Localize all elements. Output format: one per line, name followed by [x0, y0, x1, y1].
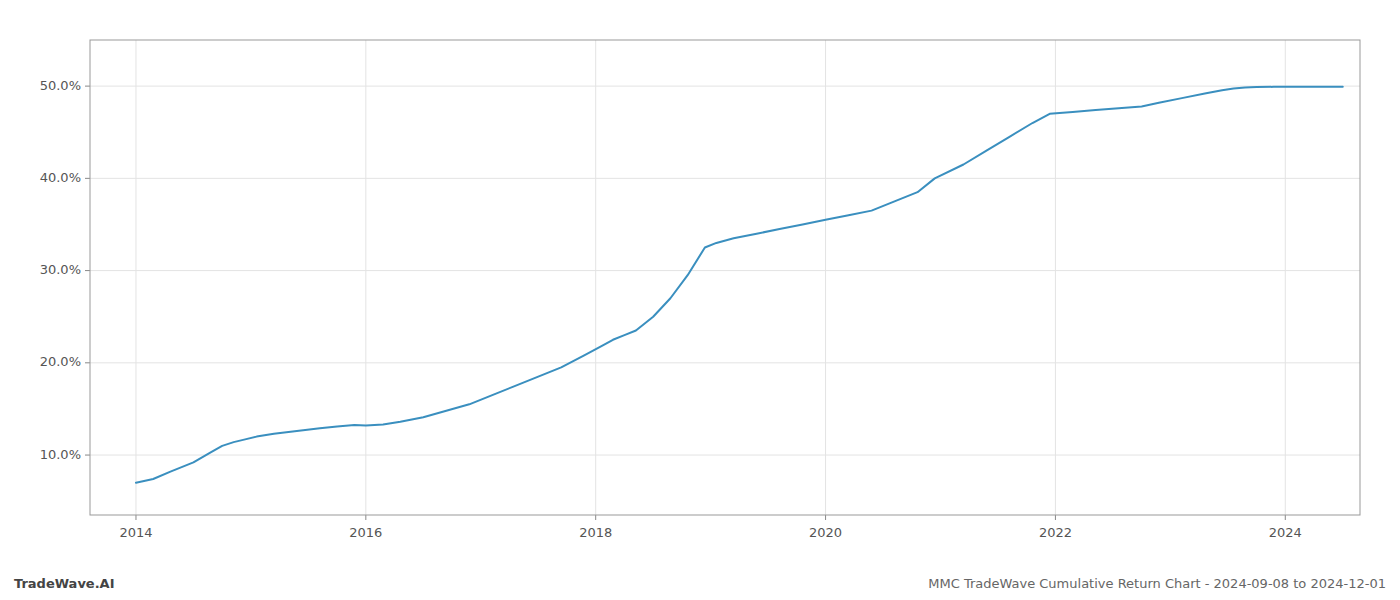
x-tick [365, 515, 366, 520]
axes: 10.0% 20.0% 30.0% 40.0% 50.0% 2014 2016 2018 202… [40, 40, 1360, 540]
x-grid-line [595, 40, 596, 515]
y-tick-label: 50.0% [40, 78, 81, 93]
y-tick-label: 40.0% [40, 170, 81, 185]
watermark: TradeWave.AI [14, 576, 115, 591]
x-tick [1285, 515, 1286, 520]
x-tick-label: 2022 [1039, 525, 1072, 540]
y-grid-line [90, 362, 1360, 363]
grid [90, 40, 1360, 515]
x-grid-line [135, 40, 136, 515]
x-tick-label: 2016 [349, 525, 382, 540]
y-tick-label: 30.0% [40, 262, 81, 277]
y-tick [85, 86, 90, 87]
y-tick [85, 362, 90, 363]
y-tick [85, 178, 90, 179]
x-tick-label: 2020 [809, 525, 842, 540]
background [0, 0, 1400, 600]
series-group [136, 87, 1343, 483]
y-tick-label: 10.0% [40, 447, 81, 462]
x-grid-line [1285, 40, 1286, 515]
title: MMC TradeWave Cumulative Return Chart - … [928, 576, 1386, 591]
y-grid-line [90, 455, 1360, 456]
x-tick-label: 2024 [1269, 525, 1302, 540]
y-grid-line [90, 270, 1360, 271]
x-grid-line [365, 40, 366, 515]
chart-svg: 10.0% 20.0% 30.0% 40.0% 50.0% 2014 2016 2018 202… [0, 0, 1400, 600]
x-tick [825, 515, 826, 520]
x-tick [595, 515, 596, 520]
y-grid-line [90, 86, 1360, 87]
x-grid-line [1055, 40, 1056, 515]
plot-frame [90, 40, 1360, 515]
y-tick-label: 20.0% [40, 354, 81, 369]
x-tick [1055, 515, 1056, 520]
chart-container: 10.0% 20.0% 30.0% 40.0% 50.0% 2014 2016 2018 202… [0, 0, 1400, 600]
x-tick-label: 2018 [579, 525, 612, 540]
line [136, 87, 1343, 483]
x-tick [135, 515, 136, 520]
y-tick [85, 455, 90, 456]
x-tick-label: 2014 [119, 525, 152, 540]
y-grid-line [90, 178, 1360, 179]
x-grid-line [825, 40, 826, 515]
y-tick [85, 270, 90, 271]
